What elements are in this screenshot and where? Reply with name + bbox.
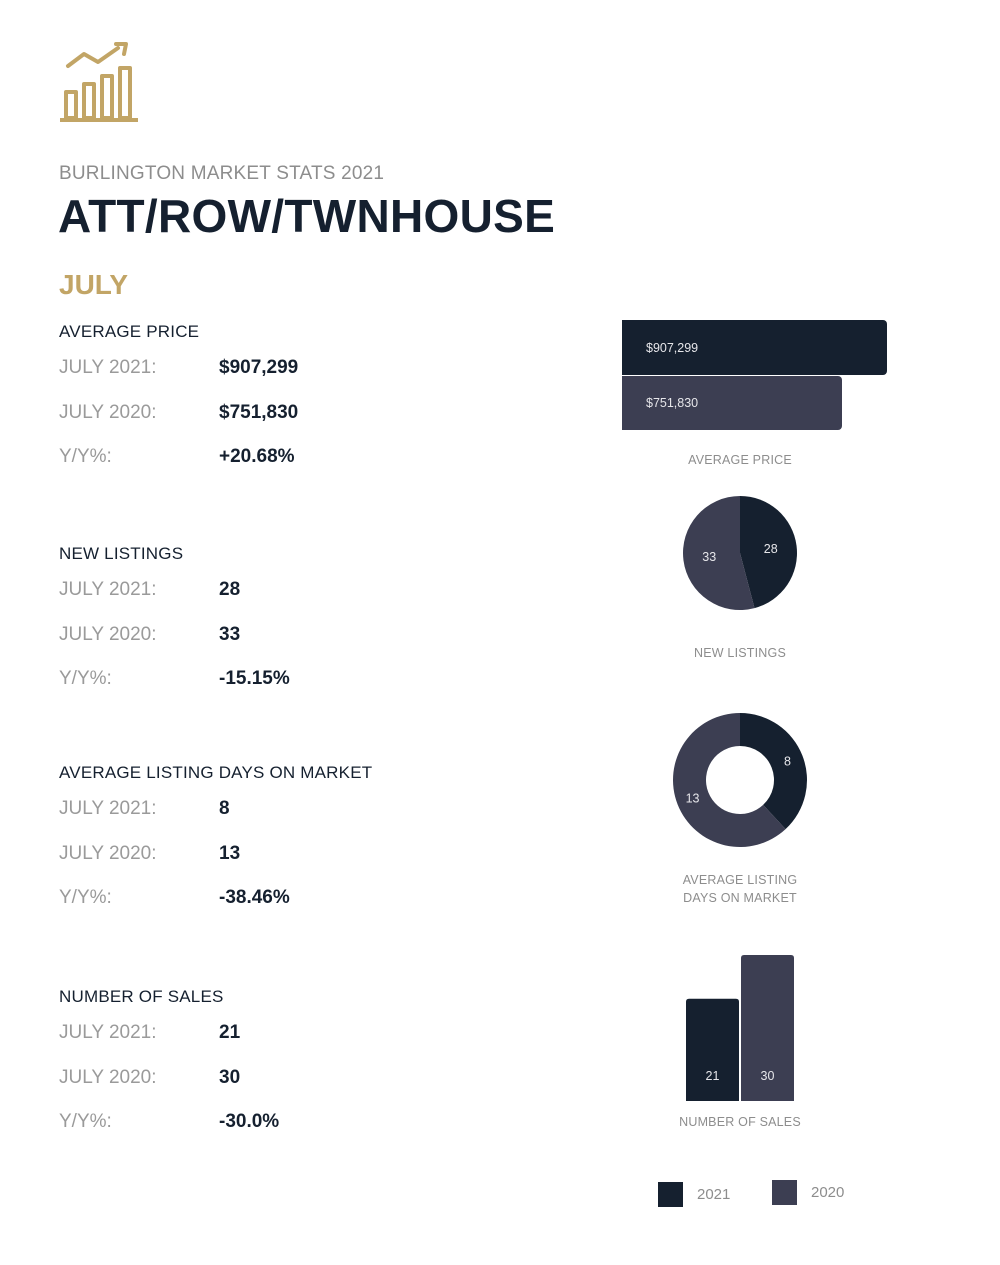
stat-label: Y/Y%: [59, 668, 112, 689]
legend-swatch [772, 1180, 797, 1205]
chart-caption: NEW LISTINGS [694, 646, 786, 660]
stat-label: JULY 2020: [59, 401, 157, 423]
stat-value: 13 [219, 842, 241, 864]
section-days-on-market: AVERAGE LISTING DAYS ON MARKET JULY 2021… [59, 762, 479, 918]
stat-row: JULY 2021: 21 [59, 1008, 479, 1053]
stat-value: -15.15% [219, 668, 290, 689]
legend-swatch [658, 1182, 683, 1207]
stat-value: -30.0% [219, 1111, 280, 1132]
page-title: ATT/ROW/TWNHOUSE [58, 190, 556, 242]
report-subtitle: BURLINGTON MARKET STATS 2021 [59, 163, 385, 184]
stat-value: 30 [219, 1066, 241, 1088]
stat-row: JULY 2021: 28 [59, 565, 479, 610]
stat-label: JULY 2021: [59, 1022, 157, 1043]
stat-row: Y/Y%: -15.15% [59, 654, 479, 699]
section-title: NUMBER OF SALES [59, 987, 224, 1006]
slice-value-label: 13 [686, 792, 700, 806]
section-title: AVERAGE PRICE [59, 322, 200, 341]
stat-value: 8 [219, 798, 230, 819]
stat-label: JULY 2021: [59, 579, 157, 600]
stat-value: -38.46% [219, 887, 290, 908]
section-number-of-sales: NUMBER OF SALES JULY 2021: 21 JULY 2020: 3… [59, 986, 479, 1142]
slice-2020 [673, 713, 786, 847]
stat-row: JULY 2021: $907,299 [59, 343, 479, 388]
slice-2020 [683, 496, 755, 610]
average-price-bar-chart: $907,299 $751,830 [622, 320, 902, 432]
stat-row: Y/Y%: -38.46% [59, 873, 479, 918]
chart-caption: AVERAGE PRICE [688, 453, 792, 467]
stat-row: JULY 2020: $751,830 [59, 388, 479, 433]
caption-line: AVERAGE LISTING [682, 873, 798, 887]
bar-2021: $907,299 [622, 320, 887, 375]
section-average-price: AVERAGE PRICE JULY 2021: $907,299 JULY 20… [59, 321, 479, 477]
stat-value: $751,830 [219, 401, 299, 423]
stat-row: Y/Y%: -30.0% [59, 1097, 479, 1142]
section-title: NEW LISTINGS [59, 544, 184, 563]
stat-value: +20.68% [219, 446, 295, 467]
bar-2021 [686, 998, 739, 1101]
section-new-listings: NEW LISTINGS JULY 2021: 28 JULY 2020: 33 Y… [59, 543, 479, 699]
stat-label: Y/Y%: [59, 1111, 112, 1132]
stat-label: JULY 2020: [59, 842, 157, 864]
slice-value-label: 8 [784, 754, 791, 768]
legend-label: 2021 [697, 1186, 731, 1203]
stat-label: JULY 2021: [59, 357, 157, 378]
new-listings-pie-chart: 28 33 [683, 496, 797, 610]
bar-value-label: 30 [761, 1069, 775, 1083]
chart-caption: NUMBER OF SALES [679, 1115, 801, 1129]
stat-label: JULY 2020: [59, 1066, 157, 1088]
stat-label: JULY 2021: [59, 798, 157, 819]
number-of-sales-bar-chart: 21 30 [686, 955, 794, 1101]
slice-2021 [740, 496, 797, 609]
stat-label: Y/Y%: [59, 446, 112, 467]
legend-item-2020: 2020 [772, 1180, 844, 1205]
caption-line: DAYS ON MARKET [683, 891, 797, 905]
stat-value: 21 [219, 1022, 241, 1043]
month-heading: JULY [59, 269, 129, 300]
slice-value-label: 28 [764, 542, 778, 556]
chart-legend: 2021 2020 [658, 1180, 918, 1210]
chart-caption: AVERAGE LISTING DAYS ON MARKET [610, 871, 870, 907]
stat-value: 33 [219, 623, 241, 645]
days-on-market-donut-chart: 8 13 [673, 713, 807, 847]
stat-label: JULY 2020: [59, 623, 157, 645]
stat-label: Y/Y%: [59, 887, 112, 908]
bar-value-label: $751,830 [646, 396, 699, 410]
stat-row: Y/Y%: +20.68% [59, 432, 479, 477]
bar-value-label: $907,299 [646, 340, 699, 355]
slice-2021 [740, 713, 807, 830]
bar-2020: $751,830 [622, 376, 842, 430]
rising-bar-chart-icon [60, 42, 138, 122]
stat-row: JULY 2020: 33 [59, 610, 479, 655]
stat-value: $907,299 [219, 357, 299, 378]
section-title: AVERAGE LISTING DAYS ON MARKET [59, 763, 373, 782]
legend-label: 2020 [811, 1184, 845, 1201]
stat-row: JULY 2020: 30 [59, 1053, 479, 1098]
bar-value-label: 21 [706, 1069, 720, 1083]
legend-item-2021: 2021 [658, 1182, 730, 1207]
bar-2020 [741, 955, 794, 1101]
stat-row: JULY 2021: 8 [59, 784, 479, 829]
stat-row: JULY 2020: 13 [59, 829, 479, 874]
stat-value: 28 [219, 579, 241, 600]
slice-value-label: 33 [702, 550, 716, 564]
